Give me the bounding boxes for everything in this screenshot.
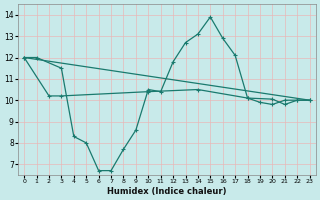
X-axis label: Humidex (Indice chaleur): Humidex (Indice chaleur) [107, 187, 227, 196]
